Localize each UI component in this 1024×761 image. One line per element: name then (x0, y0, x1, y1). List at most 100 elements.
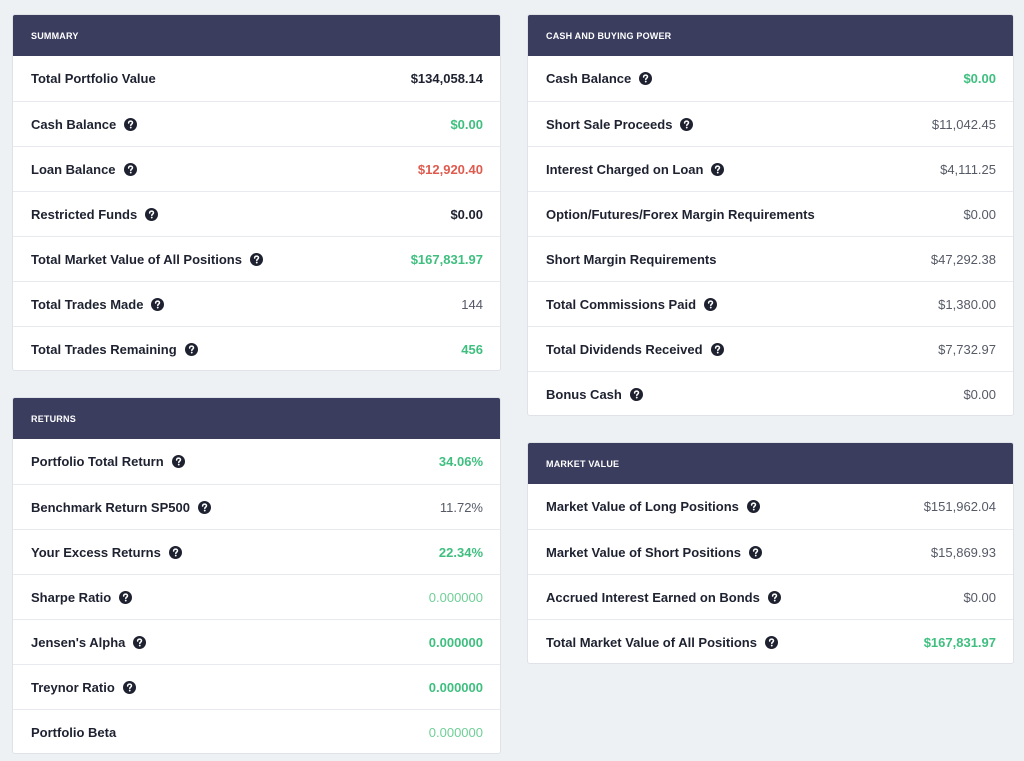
row-label: Short Sale Proceeds (546, 116, 694, 132)
returns-panel: RETURNS Portfolio Total Return 34.06% Benc… (12, 397, 501, 754)
help-icon[interactable] (171, 455, 185, 468)
help-icon[interactable] (749, 545, 763, 559)
row-label: Cash Balance (31, 116, 138, 132)
row-label: Benchmark Return SP500 (31, 500, 211, 515)
row-label: Short Margin Requirements (546, 252, 716, 267)
help-icon[interactable] (151, 297, 165, 311)
row-value: $1,380.00 (938, 296, 996, 312)
row-value: 0.000000 (428, 724, 483, 740)
row-label-text: Total Trades Remaining (31, 341, 177, 357)
help-icon[interactable] (746, 500, 760, 513)
row-value: $0.00 (450, 206, 483, 222)
row-label: Portfolio Total Return (31, 454, 185, 469)
help-icon[interactable] (629, 387, 643, 401)
row-label: Total Trades Made (31, 297, 165, 312)
row-value: $11,042.45 (931, 116, 996, 132)
row-label-text: Total Dividends Received (546, 341, 703, 357)
row-value: $0.00 (963, 386, 996, 402)
row-label: Total Market Value of All Positions (31, 252, 263, 267)
row-short-sale-proceeds: Short Sale Proceeds $11,042.45 (528, 101, 1013, 146)
help-icon[interactable] (710, 342, 724, 356)
row-label-text: Restricted Funds (31, 206, 138, 222)
cash-buying-power-panel: CASH AND BUYING POWER Cash Balance $0.00 S… (527, 14, 1014, 416)
row-total-dividends-received: Total Dividends Received $7,732.97 (528, 326, 1013, 371)
help-icon[interactable] (704, 297, 718, 311)
help-icon[interactable] (184, 342, 198, 356)
help-icon[interactable] (119, 590, 133, 604)
row-restricted-funds: Restricted Funds $0.00 (13, 191, 500, 236)
row-label: Loan Balance (31, 162, 137, 177)
row-label-text: Short Sale Proceeds (546, 116, 673, 132)
market-value-rows: Market Value of Long Positions $151,962.0… (528, 484, 1013, 663)
row-label: Market Value of Long Positions (546, 499, 760, 514)
returns-panel-title: RETURNS (13, 398, 500, 439)
row-value: 0.000000 (428, 679, 483, 695)
help-icon[interactable] (197, 500, 211, 514)
row-label-text: Short Margin Requirements (546, 251, 717, 267)
row-market-value-of-short-positions: Market Value of Short Positions $15,869.9… (528, 529, 1013, 574)
row-sharpe-ratio: Sharpe Ratio 0.000000 (13, 574, 500, 619)
row-value: 0.000000 (428, 634, 483, 650)
help-icon[interactable] (767, 590, 781, 604)
row-value: 11.72% (439, 499, 483, 515)
help-icon[interactable] (168, 545, 182, 559)
row-benchmark-return-sp500: Benchmark Return SP500 11.72% (13, 484, 500, 529)
row-value: $47,292.38 (930, 251, 996, 267)
row-label: Total Dividends Received (546, 342, 724, 357)
row-label: Treynor Ratio (31, 680, 136, 695)
help-icon[interactable] (123, 162, 137, 176)
row-total-market-value-of-all-positions: Total Market Value of All Positions $167,… (13, 236, 500, 281)
cash-buying-power-rows: Cash Balance $0.00 Short Sale Proceeds $11,… (528, 56, 1013, 415)
row-value: $134,058.14 (410, 71, 483, 86)
row-value: $0.00 (963, 206, 996, 222)
row-cash-balance: Cash Balance $0.00 (13, 101, 500, 146)
row-label: Bonus Cash (546, 387, 643, 402)
row-value: $0.00 (450, 116, 483, 132)
help-icon[interactable] (133, 635, 147, 649)
row-label: Jensen's Alpha (31, 635, 147, 650)
row-label-text: Loan Balance (31, 161, 116, 177)
row-label: Restricted Funds (31, 206, 159, 222)
row-label: Cash Balance (546, 71, 653, 86)
row-total-market-value-of-all-positions: Total Market Value of All Positions $167,… (528, 619, 1013, 663)
row-your-excess-returns: Your Excess Returns 22.34% (13, 529, 500, 574)
row-label: Accrued Interest Earned on Bonds (546, 590, 781, 605)
row-label: Total Commissions Paid (546, 296, 718, 312)
row-value: 22.34% (438, 544, 483, 560)
help-icon[interactable] (711, 162, 725, 176)
row-value: $167,831.97 (923, 634, 996, 650)
row-loan-balance: Loan Balance $12,920.40 (13, 146, 500, 191)
row-label: Interest Charged on Loan (546, 162, 725, 177)
row-label: Option/Futures/Forex Margin Requirements (546, 207, 815, 222)
row-label: Portfolio Beta (31, 725, 116, 740)
help-icon[interactable] (680, 117, 694, 131)
row-label: Total Trades Remaining (31, 342, 198, 357)
row-label-text: Portfolio Total Return (31, 454, 164, 469)
row-label-text: Option/Futures/Forex Margin Requirements (546, 206, 815, 222)
row-short-margin-requirements: Short Margin Requirements $47,292.38 (528, 236, 1013, 281)
help-icon[interactable] (122, 680, 136, 694)
row-label-text: Total Portfolio Value (31, 71, 156, 86)
row-value: $15,869.93 (930, 544, 996, 560)
row-label-text: Treynor Ratio (31, 679, 115, 695)
row-label-text: Market Value of Long Positions (546, 499, 739, 514)
summary-panel-title: SUMMARY (13, 15, 500, 56)
help-icon[interactable] (639, 72, 653, 85)
row-label-text: Market Value of Short Positions (546, 544, 742, 560)
row-option-futures-forex-margin-requirements: Option/Futures/Forex Margin Requirements… (528, 191, 1013, 236)
row-label-text: Total Commissions Paid (546, 296, 697, 312)
help-icon[interactable] (764, 635, 778, 649)
row-value: 456 (461, 341, 483, 357)
row-total-trades-remaining: Total Trades Remaining 456 (13, 326, 500, 370)
row-jensen-s-alpha: Jensen's Alpha 0.000000 (13, 619, 500, 664)
help-icon[interactable] (145, 207, 159, 221)
help-icon[interactable] (249, 252, 263, 266)
help-icon[interactable] (124, 117, 138, 131)
row-label-text: Sharpe Ratio (31, 589, 112, 605)
summary-rows: Total Portfolio Value $134,058.14 Cash Bal… (13, 56, 500, 370)
market-value-panel: MARKET VALUE Market Value of Long Positi… (527, 442, 1014, 664)
row-label: Your Excess Returns (31, 545, 182, 560)
row-value: 144 (461, 296, 483, 312)
row-label-text: Cash Balance (31, 116, 117, 132)
row-value: 34.06% (438, 454, 483, 469)
